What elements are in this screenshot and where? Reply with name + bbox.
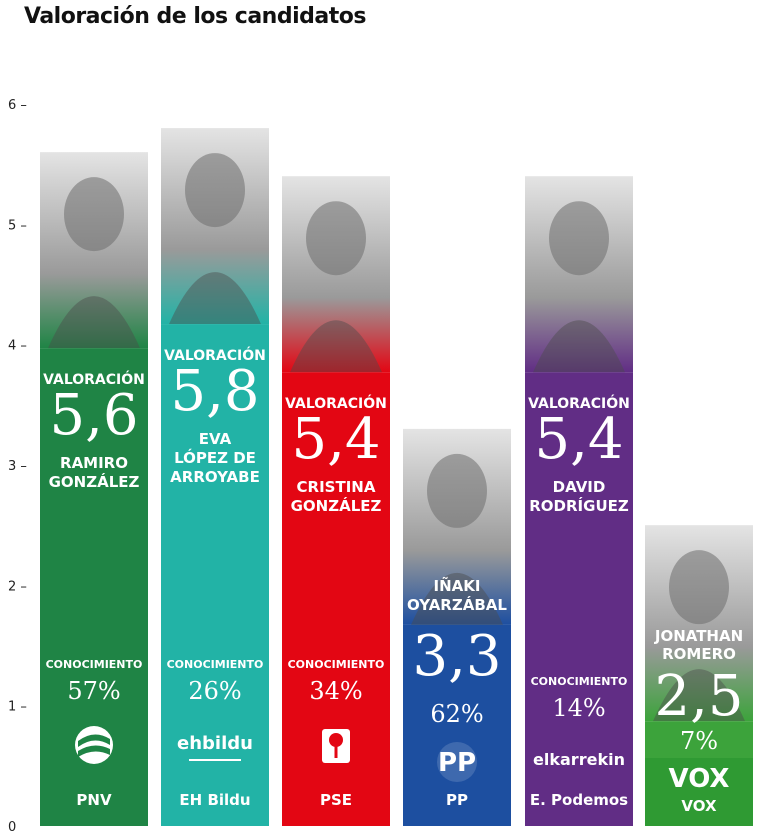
knowledge-value: 26% — [188, 677, 241, 705]
candidate-name-line: OYARZÁBAL — [407, 595, 507, 614]
pp-logo-circle-icon — [437, 742, 477, 782]
y-tick-label-3: 3 – — [8, 459, 27, 474]
valuation-label: VALORACIÓN — [164, 346, 266, 364]
y-tick-label-6: 6 – — [8, 98, 27, 113]
knowledge-label: CONOCIMIENTO — [46, 658, 143, 671]
bar — [403, 624, 511, 826]
knowledge-label: CONOCIMIENTO — [288, 658, 385, 671]
candidate-name-line: GONZÁLEZ — [49, 472, 140, 491]
ehbildu-logo-underline — [189, 759, 241, 761]
candidate-name-line: DAVID — [553, 478, 606, 496]
data-label-value: 2,5 — [654, 664, 743, 729]
party-name-label: E. Podemos — [530, 791, 628, 809]
pp-logo-text: PP — [438, 748, 476, 778]
candidate-name-line: GONZÁLEZ — [291, 496, 382, 515]
party-name-label: VOX — [681, 797, 717, 815]
candidate-name-line: ARROYABE — [170, 468, 260, 486]
portrait-head-icon — [306, 201, 366, 276]
data-label-value: 5,4 — [291, 407, 380, 472]
portrait-shoulders-icon — [169, 272, 261, 325]
y-tick-label-5: 5 – — [8, 218, 27, 233]
vox-logo-band — [645, 758, 753, 826]
vox-logo-text: VOX — [669, 764, 730, 794]
portrait-head-icon — [185, 153, 245, 228]
candidate-name-line: EVA — [199, 430, 232, 448]
y-tick-label-4: 4 – — [8, 339, 27, 354]
data-label-value: 3,3 — [412, 624, 501, 689]
candidate-name-line: ROMERO — [662, 645, 736, 663]
portrait-shoulders-icon — [48, 296, 140, 349]
pnv-logo-stripe — [78, 745, 110, 757]
data-label-value: 5,8 — [170, 359, 259, 424]
bar — [525, 372, 633, 826]
portrait-shoulders-icon — [290, 320, 382, 373]
bar — [161, 324, 269, 826]
candidate-name-line: RAMIRO — [60, 454, 128, 472]
data-label-value: 5,6 — [49, 383, 138, 448]
portrait-shoulders-icon — [533, 320, 625, 373]
data-label-value: 5,4 — [534, 407, 623, 472]
portrait-head-icon — [64, 177, 124, 252]
elkarrekin-logo-text: elkarrekin — [533, 750, 625, 769]
portrait-shoulders-icon — [411, 572, 503, 625]
pnv-logo-icon — [75, 726, 113, 764]
candidate-name-line: RODRÍGUEZ — [529, 496, 629, 515]
party-name-label: PSE — [320, 791, 352, 809]
ehbildu-logo-text: ehbildu — [177, 733, 253, 754]
knowledge-label: CONOCIMIENTO — [531, 675, 628, 688]
pse-rose-stem — [334, 744, 338, 758]
knowledge-label: CONOCIMIENTO — [167, 658, 264, 671]
portrait-head-icon — [549, 201, 609, 276]
pnv-logo-stripe — [78, 734, 110, 747]
valuation-label: VALORACIÓN — [43, 370, 145, 388]
chart-title: Valoración de los candidatos — [24, 4, 366, 29]
party-name-label: PNV — [76, 791, 112, 809]
y-tick-label-0: 0 — [8, 820, 16, 835]
candidate-name-line: IÑAKI — [434, 576, 481, 595]
y-axis: 6 – 5 – 4 – 3 – 2 – 1 – 0 — [8, 98, 27, 835]
portrait-head-icon — [669, 550, 729, 625]
candidate-name-line: CRISTINA — [297, 478, 376, 496]
knowledge-value: 57% — [67, 677, 120, 705]
portrait-shoulders-icon — [653, 669, 745, 722]
y-tick-label-1: 1 – — [8, 700, 27, 715]
valuation-label: VALORACIÓN — [528, 394, 630, 412]
knowledge-value: 14% — [552, 694, 605, 722]
party-name-label: EH Bildu — [179, 791, 250, 809]
y-tick-label-2: 2 – — [8, 579, 27, 594]
knowledge-value: 7% — [680, 727, 718, 755]
pse-rose-flower — [329, 733, 343, 747]
candidate-name-line: JONATHAN — [654, 627, 743, 645]
knowledge-value: 62% — [430, 700, 483, 728]
party-name-label: PP — [446, 791, 468, 809]
knowledge-value: 34% — [309, 677, 362, 705]
bars-group: VALORACIÓN5,6RAMIROGONZÁLEZCONOCIMIENTO5… — [40, 128, 753, 826]
candidate-name-line: LÓPEZ DE — [174, 448, 256, 467]
portrait-head-icon — [427, 453, 487, 528]
valuation-label: VALORACIÓN — [285, 394, 387, 412]
